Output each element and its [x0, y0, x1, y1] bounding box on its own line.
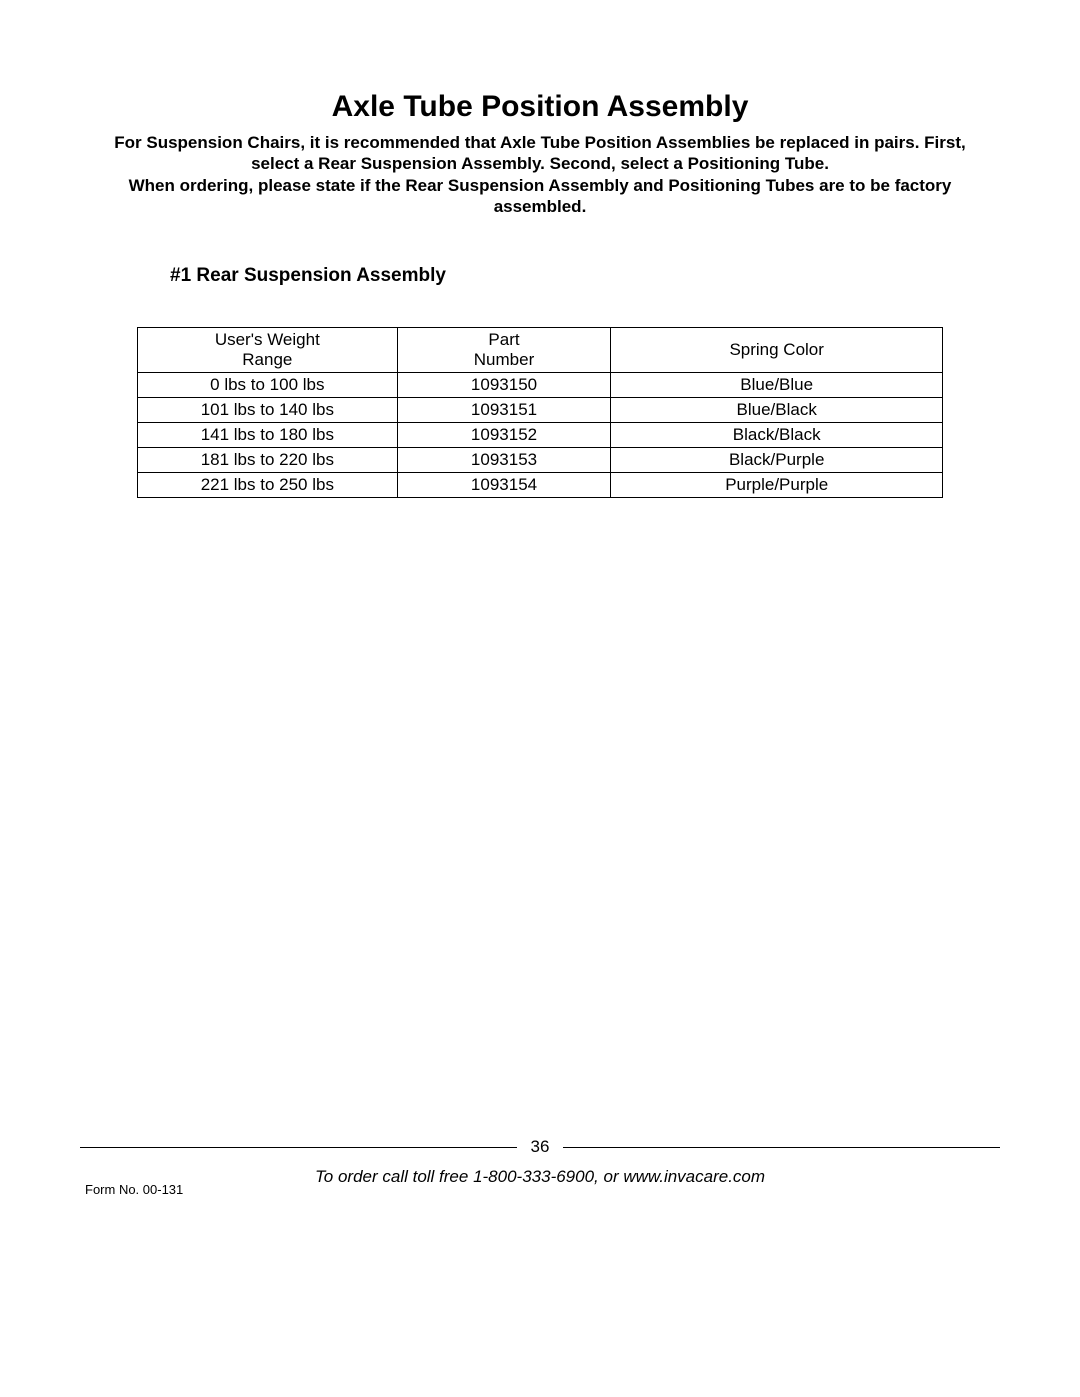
- cell-weight: 0 lbs to 100 lbs: [138, 373, 398, 398]
- cell-spring: Purple/Purple: [611, 473, 943, 498]
- cell-part: 1093152: [397, 423, 611, 448]
- section-heading: #1 Rear Suspension Assembly: [170, 265, 1000, 287]
- parts-table: User's Weight Range Part Number Spring C…: [137, 327, 943, 498]
- table-header-row: User's Weight Range Part Number Spring C…: [138, 328, 943, 373]
- col-header-weight: User's Weight Range: [138, 328, 398, 373]
- col-header-part: Part Number: [397, 328, 611, 373]
- table-row: 221 lbs to 250 lbs 1093154 Purple/Purple: [138, 473, 943, 498]
- form-number: Form No. 00-131: [85, 1182, 183, 1197]
- cell-weight: 141 lbs to 180 lbs: [138, 423, 398, 448]
- cell-spring: Blue/Black: [611, 398, 943, 423]
- page-footer: 36 To order call toll free 1-800-333-690…: [0, 1137, 1080, 1187]
- col-header-spring: Spring Color: [611, 328, 943, 373]
- footer-rule-line: 36: [0, 1137, 1080, 1157]
- footer-rule-left: [80, 1147, 517, 1148]
- header-text: Number: [474, 350, 534, 369]
- table-row: 101 lbs to 140 lbs 1093151 Blue/Black: [138, 398, 943, 423]
- footer-rule-right: [563, 1147, 1000, 1148]
- intro-line: When ordering, please state if the Rear …: [129, 176, 952, 195]
- intro-line: select a Rear Suspension Assembly. Secon…: [251, 154, 829, 173]
- header-text: Range: [242, 350, 292, 369]
- table-row: 141 lbs to 180 lbs 1093152 Black/Black: [138, 423, 943, 448]
- cell-weight: 221 lbs to 250 lbs: [138, 473, 398, 498]
- cell-part: 1093150: [397, 373, 611, 398]
- cell-part: 1093153: [397, 448, 611, 473]
- header-text: Spring Color: [729, 340, 824, 359]
- cell-spring: Black/Purple: [611, 448, 943, 473]
- header-text: User's Weight: [215, 330, 320, 349]
- document-page: Axle Tube Position Assembly For Suspensi…: [0, 0, 1080, 1397]
- cell-weight: 181 lbs to 220 lbs: [138, 448, 398, 473]
- page-title: Axle Tube Position Assembly: [80, 90, 1000, 124]
- cell-part: 1093154: [397, 473, 611, 498]
- header-text: Part: [488, 330, 519, 349]
- table-row: 181 lbs to 220 lbs 1093153 Black/Purple: [138, 448, 943, 473]
- intro-line: assembled.: [494, 197, 587, 216]
- cell-weight: 101 lbs to 140 lbs: [138, 398, 398, 423]
- intro-text: For Suspension Chairs, it is recommended…: [80, 132, 1000, 217]
- cell-part: 1093151: [397, 398, 611, 423]
- intro-line: For Suspension Chairs, it is recommended…: [114, 133, 965, 152]
- cell-spring: Black/Black: [611, 423, 943, 448]
- table-row: 0 lbs to 100 lbs 1093150 Blue/Blue: [138, 373, 943, 398]
- cell-spring: Blue/Blue: [611, 373, 943, 398]
- page-number: 36: [531, 1137, 550, 1157]
